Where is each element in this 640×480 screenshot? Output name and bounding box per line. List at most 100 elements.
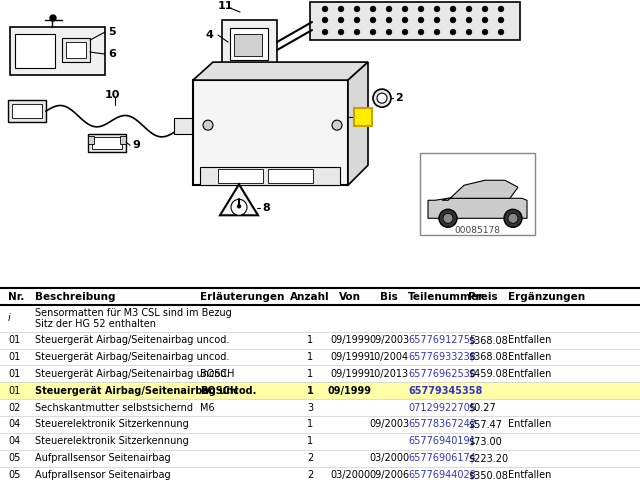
FancyBboxPatch shape [354,108,372,126]
Text: Aufprallsensor Seitenairbag: Aufprallsensor Seitenairbag [35,453,171,463]
Text: 10/2013: 10/2013 [369,369,409,379]
Circle shape [434,6,440,12]
Text: M6: M6 [200,403,214,413]
Circle shape [338,17,344,23]
Text: Nr.: Nr. [8,292,24,302]
Text: 01: 01 [8,335,20,345]
Text: 65776940191: 65776940191 [408,436,476,446]
Circle shape [498,17,504,23]
Text: 2: 2 [395,93,403,103]
Text: 04: 04 [8,436,20,446]
Text: Von: Von [339,292,361,302]
Text: 1: 1 [307,436,313,446]
Bar [193,80,348,185]
Circle shape [418,6,424,12]
Circle shape [373,89,391,107]
Polygon shape [442,180,518,200]
Bar [230,28,268,60]
Text: $73.00: $73.00 [468,436,502,446]
Circle shape [466,29,472,35]
Text: 65776912755: 65776912755 [408,335,476,345]
Text: Bis: Bis [380,292,398,302]
Text: 09/1999: 09/1999 [330,352,370,362]
Circle shape [498,29,504,35]
Text: 65779345358: 65779345358 [408,386,483,396]
Circle shape [332,120,342,130]
Text: 03/2000: 03/2000 [369,453,409,463]
Circle shape [386,29,392,35]
Text: 01: 01 [8,352,20,362]
Circle shape [482,6,488,12]
Text: Preis: Preis [468,292,498,302]
Text: 2: 2 [307,470,313,480]
Bar [8,100,46,122]
Text: 09/2003: 09/2003 [369,335,409,345]
Circle shape [434,17,440,23]
Circle shape [450,17,456,23]
Text: 65776944028: 65776944028 [408,470,476,480]
Bar [200,167,340,185]
Text: BOSCH: BOSCH [200,386,238,396]
Text: Ergänzungen: Ergänzungen [508,292,585,302]
Circle shape [418,17,424,23]
Circle shape [386,6,392,12]
Text: Entfallen: Entfallen [508,335,552,345]
Text: 1: 1 [307,335,313,345]
Text: 09/1999: 09/1999 [330,335,370,345]
Bar [120,136,126,144]
Circle shape [466,6,472,12]
Circle shape [402,6,408,12]
Text: $0.27: $0.27 [468,403,496,413]
Bar [92,137,122,149]
Text: Sitz der HG 52 enthalten: Sitz der HG 52 enthalten [35,320,156,329]
Circle shape [370,29,376,35]
Polygon shape [428,198,527,218]
Bar [234,34,262,56]
Circle shape [322,6,328,12]
Bar [0,382,640,399]
Text: Steuergerät Airbag/Seitenairbag uncod.: Steuergerät Airbag/Seitenairbag uncod. [35,335,229,345]
Text: Sensormatten für M3 CSL sind im Bezug: Sensormatten für M3 CSL sind im Bezug [35,308,232,318]
Circle shape [50,15,56,21]
Text: 65776933238: 65776933238 [408,352,476,362]
Text: $459.08: $459.08 [468,369,508,379]
Text: Beschreibung: Beschreibung [35,292,115,302]
Circle shape [203,120,213,130]
Text: Entfallen: Entfallen [508,470,552,480]
Bar [12,104,42,118]
Bar [218,169,263,183]
Circle shape [439,209,457,228]
Polygon shape [220,184,258,216]
Text: 1: 1 [359,112,367,122]
Text: 2: 2 [307,453,313,463]
Circle shape [237,205,241,208]
Text: 1: 1 [307,369,313,379]
Text: 09/1999: 09/1999 [328,386,372,396]
Text: 65778367242: 65778367242 [408,420,476,430]
Text: 09/2003: 09/2003 [369,420,409,430]
Text: 01: 01 [8,386,20,396]
Text: Entfallen: Entfallen [508,369,552,379]
Text: Anzahl: Anzahl [290,292,330,302]
Circle shape [402,29,408,35]
Bar [420,153,535,235]
Text: Entfallen: Entfallen [508,420,552,430]
Text: $57.47: $57.47 [468,420,502,430]
Circle shape [466,17,472,23]
Text: 1: 1 [307,386,314,396]
Text: Erläuterungen: Erläuterungen [200,292,284,302]
Bar [88,134,126,152]
Text: Sechskantmutter selbstsichernd: Sechskantmutter selbstsichernd [35,403,193,413]
Text: Steuerelektronik Sitzerkennung: Steuerelektronik Sitzerkennung [35,420,189,430]
Text: 9: 9 [132,140,140,150]
Circle shape [498,6,504,12]
Circle shape [354,6,360,12]
Text: Aufprallsensor Seitenairbag: Aufprallsensor Seitenairbag [35,470,171,480]
Bar [88,136,94,144]
Bar [310,2,520,40]
Text: i: i [8,313,11,324]
Text: 09/1999: 09/1999 [330,369,370,379]
Text: 65776906174: 65776906174 [408,453,476,463]
Circle shape [508,213,518,223]
Text: Steuerelektronik Sitzerkennung: Steuerelektronik Sitzerkennung [35,436,189,446]
